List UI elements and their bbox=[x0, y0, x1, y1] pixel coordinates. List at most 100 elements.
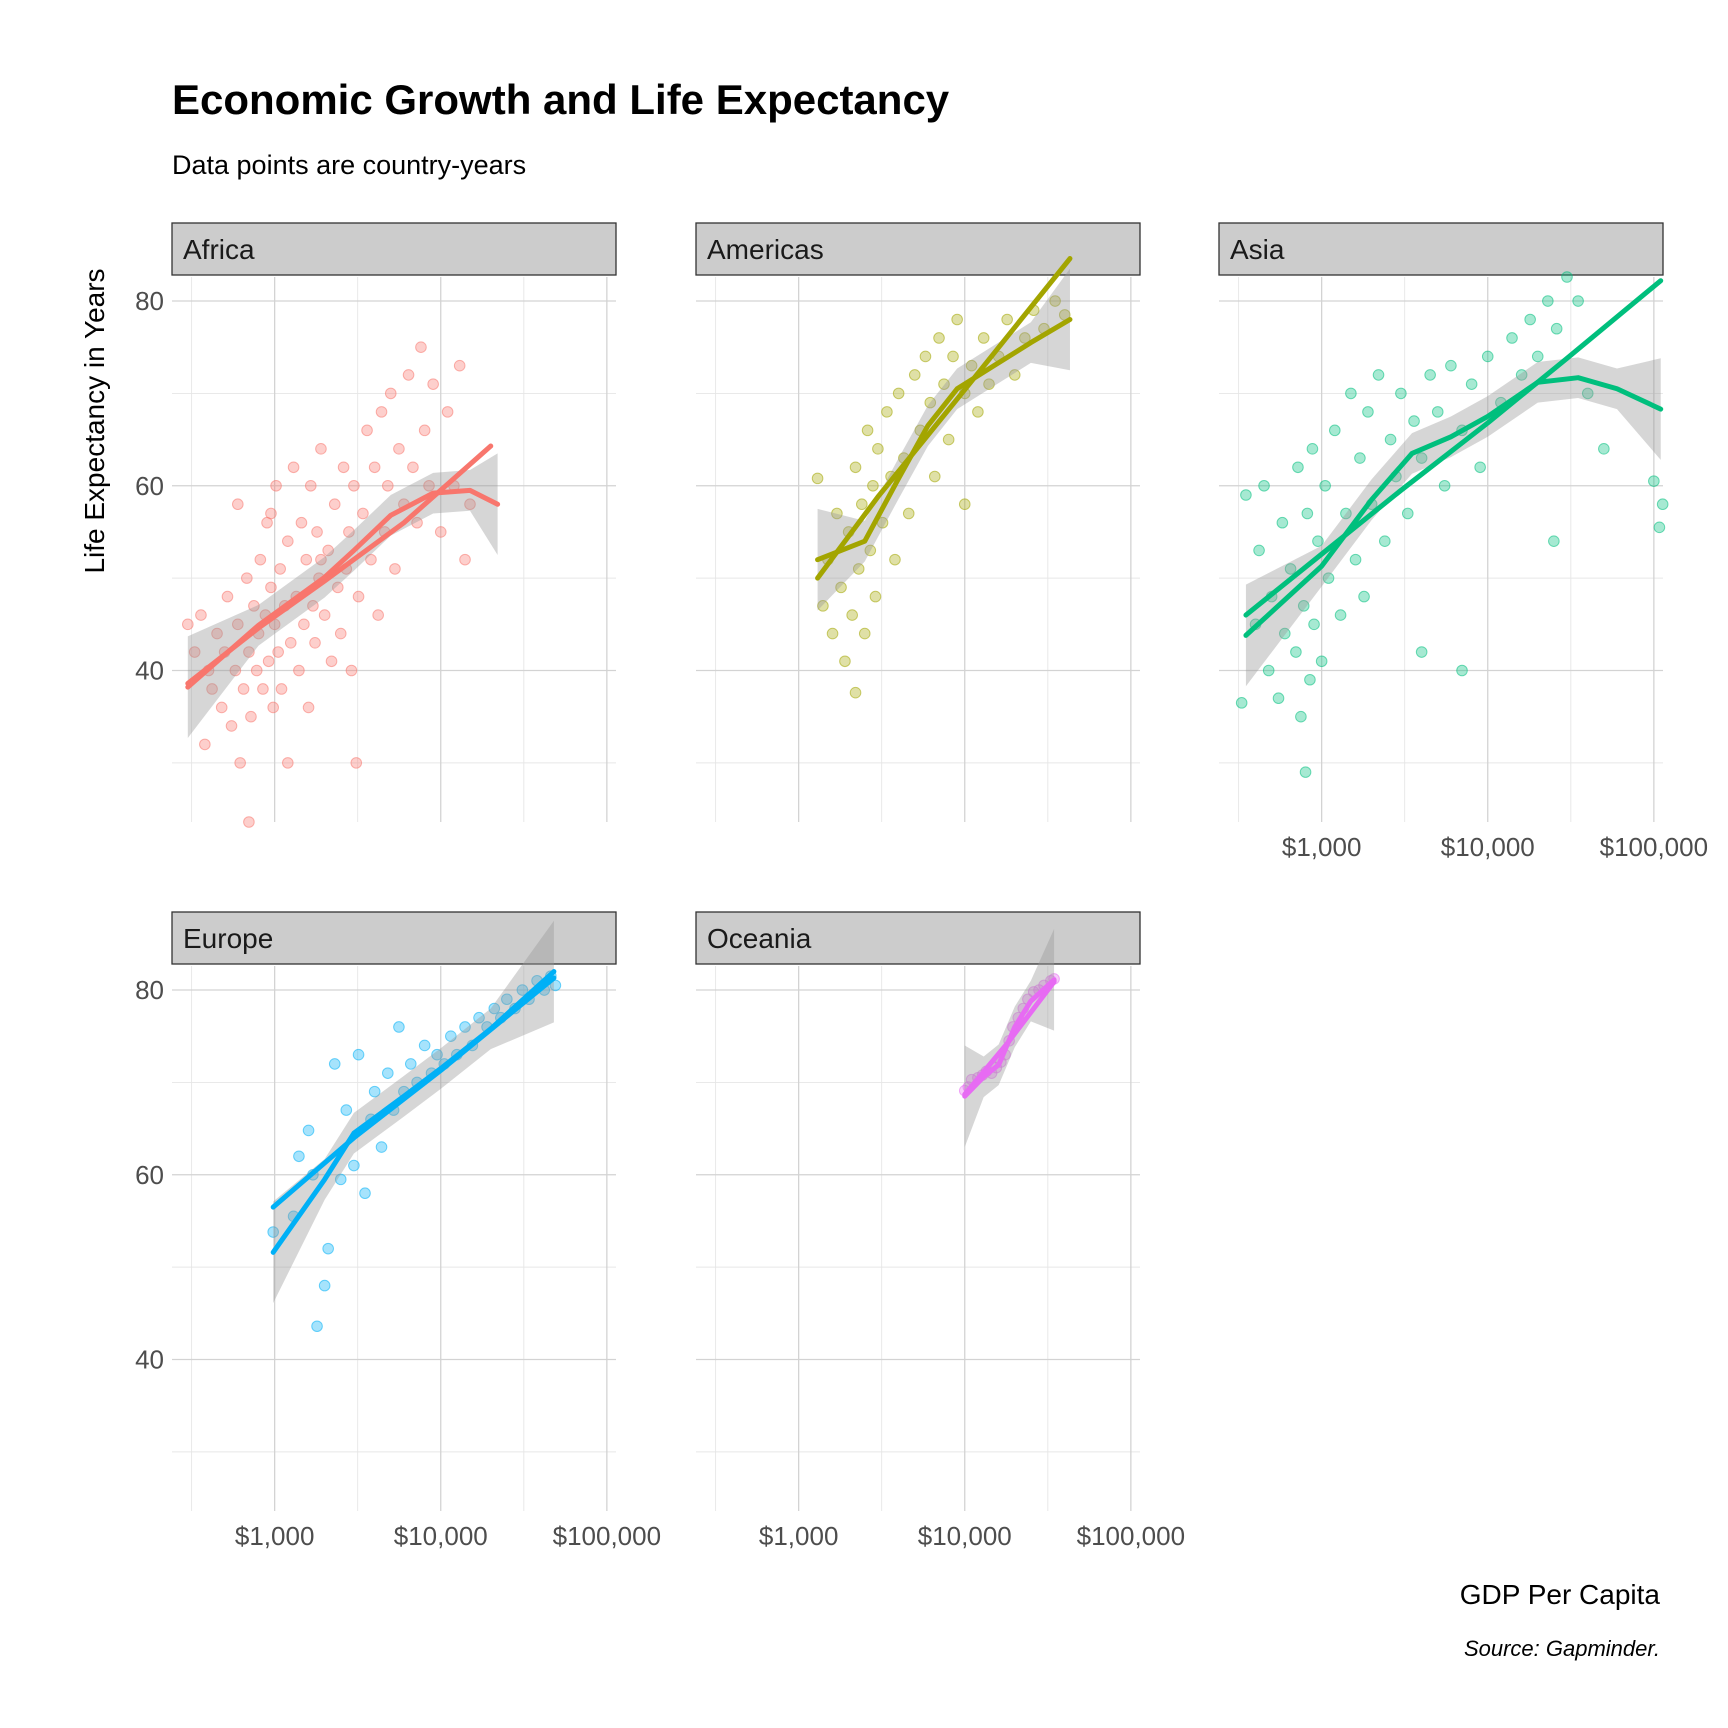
data-point bbox=[1524, 313, 1536, 326]
data-point bbox=[357, 507, 369, 520]
facet-strip-label: Oceania bbox=[707, 923, 812, 954]
data-point bbox=[1548, 535, 1560, 547]
data-point bbox=[221, 590, 234, 603]
loess-fit-line bbox=[185, 487, 501, 690]
data-point bbox=[1276, 516, 1289, 529]
x-axis-title: GDP Per Capita bbox=[1460, 1579, 1661, 1610]
data-point bbox=[1290, 646, 1302, 658]
data-point bbox=[549, 979, 562, 992]
confidence-band bbox=[273, 920, 554, 1304]
facet-oceania: Oceania $1,000 $10,000 $100,000 bbox=[695, 911, 1185, 1551]
data-point bbox=[250, 664, 263, 677]
data-point bbox=[206, 683, 218, 695]
data-point bbox=[181, 618, 194, 631]
data-point bbox=[1319, 479, 1331, 492]
data-point bbox=[1308, 618, 1320, 631]
data-point bbox=[1284, 563, 1297, 575]
data-point bbox=[300, 553, 313, 566]
data-point bbox=[1340, 507, 1352, 520]
data-point bbox=[309, 636, 321, 649]
data-point bbox=[234, 757, 246, 769]
data-point bbox=[1372, 369, 1385, 381]
y-axis-title: Life Expectancy in Years bbox=[79, 268, 110, 573]
data-point bbox=[281, 535, 294, 547]
data-point bbox=[302, 1124, 315, 1137]
data-point bbox=[434, 526, 447, 538]
confidence-band bbox=[1245, 357, 1661, 687]
data-point bbox=[1598, 443, 1610, 455]
data-point bbox=[1240, 489, 1252, 501]
data-point bbox=[1395, 387, 1407, 400]
confidence-band bbox=[817, 268, 1070, 611]
data-point bbox=[1019, 332, 1031, 344]
facet-strip bbox=[695, 911, 1141, 965]
data-point bbox=[1506, 332, 1518, 344]
y-tick-label: 40 bbox=[135, 656, 164, 686]
data-point bbox=[237, 683, 250, 695]
data-point bbox=[287, 461, 300, 474]
data-point bbox=[281, 757, 294, 769]
data-point bbox=[951, 313, 963, 326]
data-point bbox=[1542, 295, 1554, 307]
data-point bbox=[262, 655, 275, 668]
data-point bbox=[270, 479, 282, 492]
data-point bbox=[298, 618, 310, 631]
data-point bbox=[1322, 572, 1335, 584]
data-point bbox=[846, 609, 858, 621]
data-point bbox=[488, 1002, 501, 1015]
data-point bbox=[1312, 535, 1324, 547]
y-tick-label: 40 bbox=[135, 1345, 164, 1375]
data-point bbox=[332, 581, 344, 594]
data-point bbox=[384, 387, 397, 400]
x-tick-label: $1,000 bbox=[1282, 832, 1362, 862]
data-point bbox=[441, 406, 454, 418]
facet-panels: Africa 40 60 80 Americas Asia $1,000 $10,000 $10… bbox=[135, 222, 1708, 1551]
data-point bbox=[1306, 443, 1319, 455]
data-point bbox=[856, 498, 868, 511]
chart-caption: Source: Gapminder. bbox=[1464, 1636, 1660, 1661]
data-point bbox=[304, 479, 317, 492]
y-tick-label: 80 bbox=[135, 286, 164, 316]
data-point bbox=[947, 350, 959, 363]
data-point bbox=[229, 664, 242, 677]
data-point bbox=[215, 701, 228, 714]
data-point bbox=[1456, 664, 1468, 677]
data-point bbox=[1008, 369, 1021, 381]
x-tick-label: $10,000 bbox=[394, 1521, 488, 1551]
data-point bbox=[1415, 646, 1428, 658]
data-point bbox=[501, 993, 513, 1006]
linear-fit-line bbox=[1243, 278, 1664, 618]
data-point bbox=[340, 1104, 353, 1116]
facet-europe: Europe 40 60 80 $1,000 $10,000 $100,000 bbox=[135, 911, 661, 1551]
data-point bbox=[1235, 697, 1248, 709]
data-point bbox=[972, 406, 984, 418]
loess-fit-line bbox=[270, 969, 557, 1255]
linear-fit-line bbox=[815, 256, 1073, 581]
data-point bbox=[365, 553, 377, 566]
data-point bbox=[211, 627, 223, 640]
data-point bbox=[1297, 600, 1310, 612]
data-point bbox=[311, 526, 323, 538]
data-point bbox=[382, 479, 394, 492]
data-point bbox=[983, 378, 995, 390]
data-point bbox=[343, 526, 355, 538]
data-point bbox=[1272, 692, 1285, 705]
data-point bbox=[1424, 369, 1436, 381]
data-point bbox=[965, 359, 978, 372]
data-point bbox=[334, 627, 347, 640]
chart-title: Economic Growth and Life Expectancy bbox=[172, 76, 950, 123]
data-point bbox=[334, 1173, 347, 1186]
data-point bbox=[1431, 406, 1444, 418]
data-point bbox=[1379, 535, 1391, 547]
data-point bbox=[1550, 322, 1563, 335]
data-point bbox=[1278, 627, 1291, 640]
data-point bbox=[516, 984, 529, 996]
data-point bbox=[1653, 521, 1666, 534]
data-point bbox=[389, 563, 401, 575]
data-point bbox=[375, 406, 388, 418]
facet-strip-label: Africa bbox=[183, 234, 255, 265]
data-point bbox=[831, 507, 843, 520]
data-point bbox=[231, 618, 244, 631]
data-point bbox=[427, 378, 439, 390]
